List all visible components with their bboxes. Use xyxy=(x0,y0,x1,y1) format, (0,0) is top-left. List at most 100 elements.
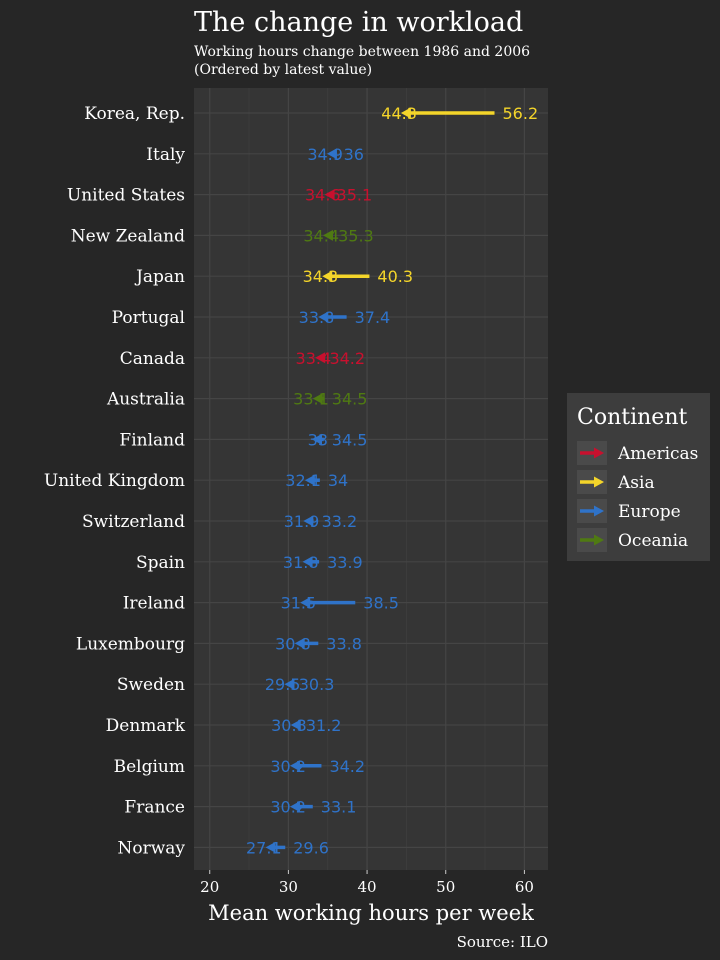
legend-key-arrow-head xyxy=(594,476,604,488)
end-value-label: 30.2 xyxy=(270,798,306,817)
arrow-head xyxy=(318,311,329,323)
arrow-head xyxy=(289,760,300,772)
country-label: Denmark xyxy=(106,716,186,736)
data-row: United States 34.635.1 xyxy=(67,186,372,206)
legend-entry-label: Oceania xyxy=(618,531,688,551)
country-label: Luxembourg xyxy=(76,634,185,654)
arrow-head xyxy=(324,189,335,201)
country-label: Italy xyxy=(146,145,185,165)
end-value-label: 34.9 xyxy=(307,145,343,164)
end-value-label: 34.4 xyxy=(303,226,339,245)
data-row: Japan 34.3 40.3 xyxy=(134,267,413,287)
arrow-head xyxy=(302,556,313,568)
country-label: Sweden xyxy=(117,675,185,695)
x-tick-label: 40 xyxy=(358,878,377,896)
legend-key-arrow-head xyxy=(594,534,604,546)
start-value-label: 37.4 xyxy=(355,308,391,327)
legend-title: Continent xyxy=(577,405,687,430)
arrow-head xyxy=(294,637,305,649)
country-label: New Zealand xyxy=(71,226,185,246)
arrow-head xyxy=(312,393,323,405)
country-label: Belgium xyxy=(114,757,185,777)
start-value-label: 40.3 xyxy=(377,267,413,286)
country-label: United States xyxy=(67,186,185,206)
x-tick-label: 20 xyxy=(200,878,219,896)
country-label: Portugal xyxy=(112,308,185,328)
country-label: Switzerland xyxy=(82,512,185,532)
country-label: Australia xyxy=(106,390,185,410)
end-value-label: 31.9 xyxy=(284,512,320,531)
data-row: France 30.2 33.1 xyxy=(124,798,356,818)
country-label: Finland xyxy=(119,430,185,450)
start-value-label: 33.9 xyxy=(327,553,363,572)
data-row: Australia 33.1 34.5 xyxy=(106,390,367,410)
arrow-head xyxy=(289,801,300,813)
country-label: Canada xyxy=(120,349,185,369)
arrow-head xyxy=(315,352,326,364)
end-value-label: 31.5 xyxy=(281,594,317,613)
data-row: Belgium 30.2 34.2 xyxy=(114,757,365,777)
country-label: Korea, Rep. xyxy=(84,104,185,124)
end-value-label: 27.1 xyxy=(246,838,282,857)
data-row: New Zealand 34.4 35.3 xyxy=(71,226,374,246)
data-row: Canada 33.434.2 xyxy=(120,349,365,369)
data-row: Norway 27.1 29.6 xyxy=(117,838,328,858)
legend-entry-label: Europe xyxy=(618,502,681,522)
start-value-label: 34.5 xyxy=(332,390,368,409)
plot-panel xyxy=(194,88,548,870)
start-value-label: 34.5 xyxy=(332,430,368,449)
data-rows: Korea, Rep. 44.3 56.2 Italy 34.9 36 United Sta… xyxy=(44,104,538,858)
legend-key-arrow-head xyxy=(594,447,604,459)
start-value-label: 35.3 xyxy=(338,226,374,245)
arrow-head xyxy=(323,229,334,241)
arrow-head xyxy=(322,270,333,282)
end-value-label: 33.4 xyxy=(296,349,332,368)
arrow-head xyxy=(400,107,411,119)
x-tick-label: 30 xyxy=(279,878,298,896)
country-label: France xyxy=(124,798,185,818)
data-row: Luxembourg 30.8 33.8 xyxy=(76,634,362,654)
end-value-label: 30.2 xyxy=(270,757,306,776)
end-value-label: 30.8 xyxy=(275,634,311,653)
data-row: Denmark 30.3 31.2 xyxy=(106,716,342,736)
arrow-head xyxy=(303,515,314,527)
end-value-label: 34.6 xyxy=(305,186,341,205)
country-label: Japan xyxy=(134,267,185,287)
end-value-label: 29.5 xyxy=(265,675,301,694)
legend-entries: Americas Asia Europe Oceania xyxy=(577,441,698,552)
data-row: Portugal 33.8 37.4 xyxy=(112,308,391,328)
end-value-label: 32.1 xyxy=(285,471,321,490)
chart-subtitle-line-1: Working hours change between 1986 and 20… xyxy=(194,44,530,60)
arrow-head xyxy=(265,841,276,853)
arrow-head xyxy=(304,474,315,486)
arrow-head xyxy=(284,678,295,690)
end-value-label: 31.8 xyxy=(283,553,319,572)
arrow-head xyxy=(326,148,337,160)
end-value-label: 44.3 xyxy=(381,104,417,123)
data-row: Spain 31.8 33.9 xyxy=(136,553,363,573)
start-value-label: 36 xyxy=(344,145,364,164)
x-axis: 20 30 40 50 60 xyxy=(200,870,534,896)
end-value-label: 34.3 xyxy=(303,267,339,286)
data-row: Finland 33 34.5 xyxy=(119,430,367,450)
arrow-head xyxy=(312,433,322,445)
start-value-label: 29.6 xyxy=(293,838,329,857)
legend-entry-label: Americas xyxy=(617,444,698,464)
end-value-label: 33.1 xyxy=(293,390,329,409)
legend-key-arrow-head xyxy=(594,505,604,517)
country-label: Ireland xyxy=(123,594,185,614)
arrow-head xyxy=(300,597,311,609)
start-value-label: 34.2 xyxy=(329,757,365,776)
data-row: Sweden 29.530.3 xyxy=(117,675,335,695)
end-value-label: 33.8 xyxy=(299,308,335,327)
grid-lines xyxy=(194,88,548,870)
start-value-label: 33.1 xyxy=(321,798,357,817)
chart-title: The change in workload xyxy=(194,7,523,38)
x-tick-label: 60 xyxy=(515,878,534,896)
data-row: Switzerland 31.9 33.2 xyxy=(82,512,357,532)
start-value-label: 34.2 xyxy=(329,349,365,368)
arrow-head xyxy=(290,719,301,731)
start-value-label: 35.1 xyxy=(337,186,373,205)
data-row: Italy 34.9 36 xyxy=(146,145,364,165)
